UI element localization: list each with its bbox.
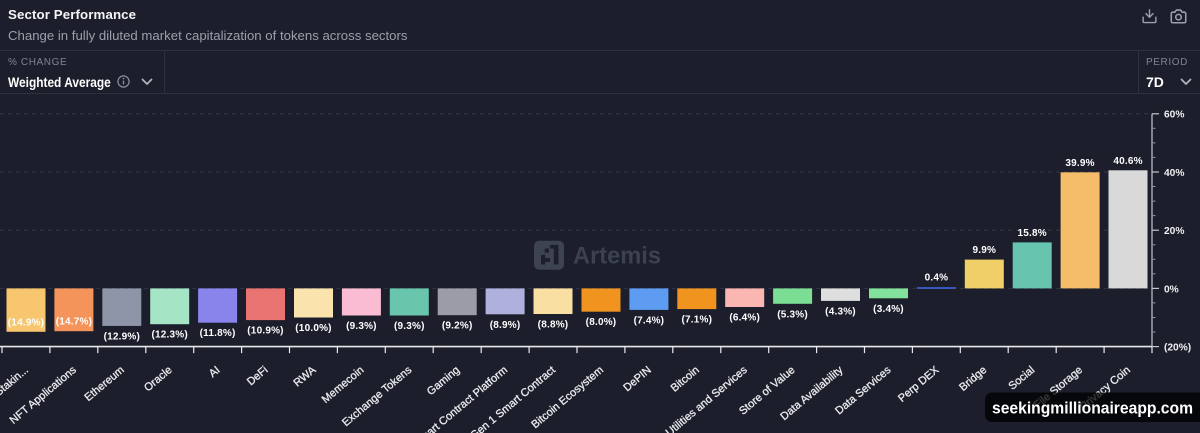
svg-text:Stakin...: Stakin...	[0, 364, 31, 399]
svg-text:40.6%: 40.6%	[1113, 156, 1142, 167]
svg-text:Gaming: Gaming	[425, 364, 462, 398]
svg-text:15.8%: 15.8%	[1018, 228, 1047, 239]
svg-text:(9.3%): (9.3%)	[394, 321, 425, 332]
svg-text:0%: 0%	[1164, 284, 1179, 295]
svg-text:(14.7%): (14.7%)	[56, 317, 92, 328]
svg-text:(12.3%): (12.3%)	[151, 330, 187, 341]
svg-text:DePIN: DePIN	[621, 364, 654, 394]
svg-text:Bridge: Bridge	[957, 364, 989, 394]
svg-text:Bitcoin: Bitcoin	[669, 364, 702, 394]
svg-text:RWA: RWA	[292, 364, 319, 390]
svg-text:Perp DEX: Perp DEX	[896, 364, 942, 405]
svg-text:(8.0%): (8.0%)	[586, 317, 617, 328]
svg-text:(10.9%): (10.9%)	[247, 326, 283, 337]
svg-text:Ethereum: Ethereum	[82, 364, 126, 404]
svg-text:(10.0%): (10.0%)	[295, 323, 331, 334]
svg-text:(7.1%): (7.1%)	[681, 315, 712, 326]
svg-text:Artemis: Artemis	[573, 243, 661, 270]
svg-text:seekingmillionaireapp.com: seekingmillionaireapp.com	[992, 400, 1193, 418]
svg-text:(5.3%): (5.3%)	[777, 309, 808, 320]
svg-text:(6.4%): (6.4%)	[729, 313, 760, 324]
svg-text:(4.3%): (4.3%)	[825, 306, 856, 317]
svg-text:9.9%: 9.9%	[973, 245, 997, 256]
svg-text:Social: Social	[1006, 364, 1037, 392]
svg-text:(3.4%): (3.4%)	[873, 304, 904, 315]
svg-text:(8.8%): (8.8%)	[538, 320, 569, 331]
svg-text:Oracle: Oracle	[142, 364, 175, 394]
svg-text:(9.3%): (9.3%)	[346, 321, 377, 332]
svg-text:(7.4%): (7.4%)	[634, 315, 665, 326]
svg-text:(8.9%): (8.9%)	[490, 320, 521, 331]
svg-text:39.9%: 39.9%	[1065, 158, 1094, 169]
svg-text:DeFi: DeFi	[245, 364, 271, 388]
svg-text:(12.9%): (12.9%)	[104, 331, 140, 342]
svg-text:Utilities and Services: Utilities and Services	[664, 364, 750, 433]
svg-text:(14.9%): (14.9%)	[8, 317, 44, 328]
svg-text:(11.8%): (11.8%)	[200, 328, 236, 339]
svg-text:Memecoin: Memecoin	[320, 364, 367, 406]
svg-text:(20%): (20%)	[1164, 343, 1191, 354]
svg-text:0.4%: 0.4%	[925, 273, 949, 284]
svg-text:AI: AI	[207, 364, 223, 380]
svg-text:60%: 60%	[1164, 110, 1184, 121]
svg-text:20%: 20%	[1164, 226, 1184, 237]
svg-text:40%: 40%	[1164, 168, 1184, 179]
svg-text:(9.2%): (9.2%)	[442, 321, 473, 332]
